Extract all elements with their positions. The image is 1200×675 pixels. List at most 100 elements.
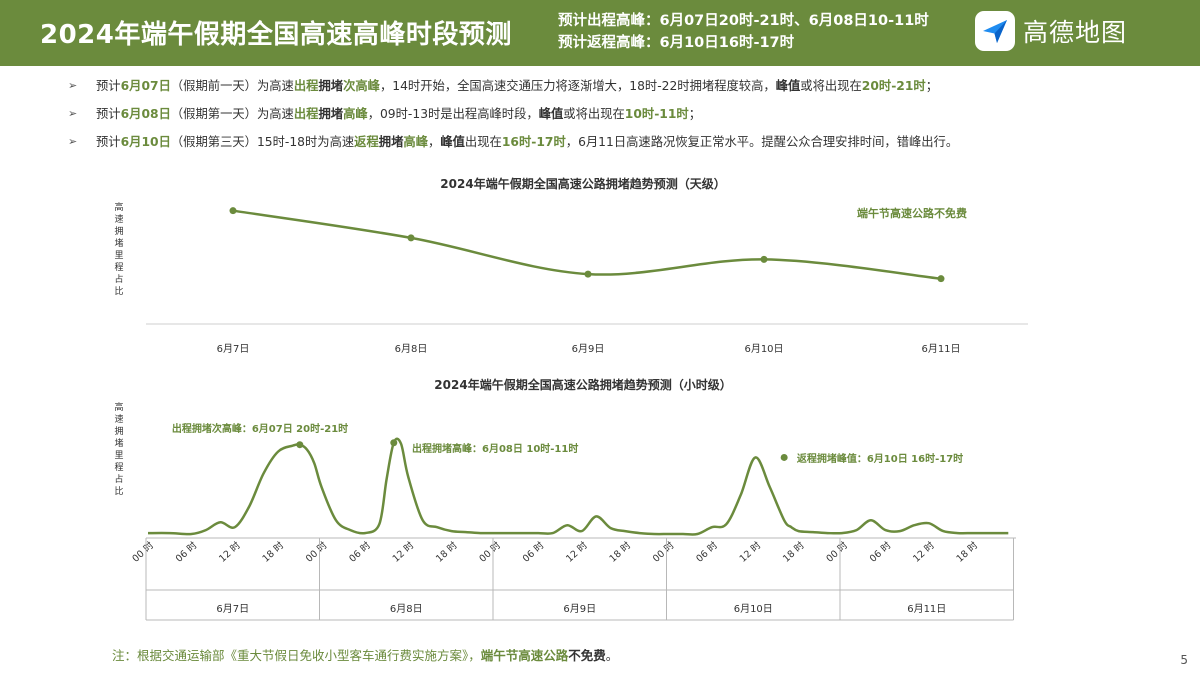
- peak-marker: [296, 441, 304, 449]
- y-label-char: 程: [114, 262, 123, 273]
- x-day-label: 6月11日: [907, 603, 946, 615]
- x-hour-tick: 18 时: [954, 539, 981, 565]
- chart-title: 2024年端午假期全国高速公路拥堵趋势预测（小时级）: [434, 377, 731, 392]
- x-hour-tick: 06 时: [347, 539, 374, 565]
- y-label-char: 堵: [114, 237, 123, 249]
- footer-prefix: 注：根据交通运输部《重大节假日免收小型客车通行费实施方案》，: [112, 648, 481, 663]
- peak-annotation: 出程拥堵次高峰：6月07日 20时-21时: [172, 422, 348, 435]
- data-point: [407, 234, 415, 242]
- note-segment: （假期第三天）15时-18时为高速: [170, 135, 355, 149]
- note-segment: 6月10日: [120, 135, 171, 149]
- y-label-char: 高: [114, 401, 123, 413]
- navigation-arrow-icon: [975, 11, 1015, 51]
- data-point: [229, 207, 237, 215]
- note-segment: 拥堵: [378, 135, 404, 149]
- note-segment: ，: [428, 135, 441, 149]
- peak-annotation: 返程拥堵峰值：6月10日 16时-17时: [797, 452, 963, 465]
- arrow-bullet-icon: ➢: [68, 107, 78, 120]
- note-segment: 拥堵: [318, 107, 344, 121]
- x-hour-tick: 12 时: [390, 539, 417, 565]
- note-segment: 预计: [96, 79, 121, 93]
- series-line: [232, 209, 942, 280]
- note-segment: 或将出现在: [800, 79, 862, 93]
- y-label-char: 比: [114, 485, 123, 497]
- y-label-char: 堵: [114, 437, 123, 449]
- x-day-label: 6月7日: [216, 603, 249, 615]
- y-label-char: 里: [114, 250, 123, 261]
- chart-title: 2024年端午假期全国高速公路拥堵趋势预测（天级）: [440, 176, 725, 191]
- peak-return-text: 预计返程高峰：6月10日16时-17时: [558, 35, 795, 51]
- note-item: ➢ 预计6月07日（假期前一天）为高速出程拥堵次高峰，14时开始，全国高速交通压力…: [68, 72, 1188, 100]
- note-segment: ，6月11日高速路况恢复正常水平。提醒公众合理安排时间，错峰出行。: [565, 135, 959, 149]
- footer-note: 注：根据交通运输部《重大节假日免收小型客车通行费实施方案》，端午节高速公路不免费…: [112, 645, 618, 664]
- y-label-char: 程: [114, 462, 123, 473]
- x-tick-label: 6月10日: [744, 343, 783, 355]
- x-hour-tick: 06 时: [520, 539, 547, 565]
- note-segment: ；: [688, 107, 702, 121]
- footer-suffix: 。: [605, 648, 619, 663]
- note-segment: 出程: [293, 107, 319, 121]
- note-segment: 拥堵: [318, 79, 344, 93]
- x-hour-tick: 18 时: [607, 539, 634, 565]
- y-label-char: 占: [114, 473, 123, 485]
- note-segment: 高峰: [343, 107, 368, 121]
- header-banner: 2024年端午假期全国高速高峰时段预测 预计出程高峰：6月07日20时-21时、…: [0, 0, 1200, 66]
- y-label-char: 速: [114, 414, 123, 425]
- data-point: [937, 275, 945, 283]
- daily-trend-chart: 2024年端午假期全国高速公路拥堵趋势预测（天级） 端午节高速公路不免费 高速拥…: [114, 176, 1028, 355]
- note-segment: 或将出现在: [563, 107, 625, 121]
- x-hour-tick: 18 时: [260, 539, 287, 565]
- y-label-char: 高: [114, 201, 123, 213]
- y-label-char: 拥: [114, 225, 123, 237]
- x-hour-tick: 06 时: [694, 539, 721, 565]
- x-tick-label: 6月8日: [395, 343, 428, 355]
- peak-marker: [780, 453, 788, 461]
- note-segment: 6月07日: [120, 79, 171, 93]
- y-label-char: 占: [114, 273, 123, 285]
- note-segment: 出程: [293, 79, 319, 93]
- note-segment: 出现在: [464, 135, 502, 149]
- peak-times-box: 预计出程高峰：6月07日20时-21时、6月08日10-11时 预计返程高峰：6…: [558, 10, 929, 54]
- y-label-char: 拥: [114, 425, 123, 437]
- note-segment: 6月08日: [120, 107, 171, 121]
- note-segment: 10时-11时: [624, 107, 689, 121]
- x-hour-tick: 18 时: [433, 539, 460, 565]
- note-segment: 峰值: [440, 135, 465, 149]
- note-segment: ；: [925, 79, 939, 93]
- x-tick-label: 6月9日: [572, 343, 605, 355]
- peak-marker: [390, 439, 398, 447]
- note-segment: 20时-21时: [861, 79, 926, 93]
- x-hour-tick: 00 时: [650, 539, 677, 565]
- x-hour-tick: 00 时: [303, 539, 330, 565]
- note-segment: （假期第一天）为高速: [170, 107, 294, 121]
- x-hour-tick: 12 时: [563, 539, 590, 565]
- note-segment: 预计: [96, 135, 121, 149]
- x-day-label: 6月9日: [563, 603, 596, 615]
- x-hour-tick: 12 时: [737, 539, 764, 565]
- footer-strong: 不免费: [568, 648, 606, 663]
- note-segment: 高峰: [403, 135, 428, 149]
- peak-annotation: 出程拥堵高峰：6月08日 10时-11时: [412, 442, 578, 455]
- footer-mid: 端午节高速公路: [480, 648, 569, 663]
- note-segment: ，14时开始，全国高速交通压力将逐渐增大，18时-22时拥堵程度较高，: [379, 79, 776, 93]
- amap-logo: 高德地图: [975, 11, 1127, 51]
- y-label-char: 里: [114, 450, 123, 461]
- x-hour-tick: 18 时: [780, 539, 807, 565]
- note-segment: 次高峰: [343, 79, 380, 93]
- x-day-label: 6月8日: [390, 603, 423, 615]
- logo-text: 高德地图: [1023, 18, 1128, 47]
- x-hour-tick: 06 时: [867, 539, 894, 565]
- forecast-notes: ➢ 预计6月07日（假期前一天）为高速出程拥堵次高峰，14时开始，全国高速交通压力…: [68, 72, 1188, 156]
- page-title: 2024年端午假期全国高速高峰时段预测: [40, 20, 512, 50]
- note-segment: 16时-17时: [501, 135, 566, 149]
- note-segment: 峰值: [775, 79, 801, 93]
- note-item: ➢ 预计6月08日（假期第一天）为高速出程拥堵高峰，09时-13时是出程高峰时段，…: [68, 100, 1188, 128]
- x-hour-tick: 06 时: [173, 539, 200, 565]
- page-number: 5: [1180, 653, 1188, 667]
- note-text: 预计6月08日（假期第一天）为高速出程拥堵高峰，09时-13时是出程高峰时段，峰…: [96, 107, 701, 121]
- arrow-bullet-icon: ➢: [68, 79, 78, 92]
- x-hour-tick: 00 时: [477, 539, 504, 565]
- x-tick-label: 6月7日: [217, 343, 250, 355]
